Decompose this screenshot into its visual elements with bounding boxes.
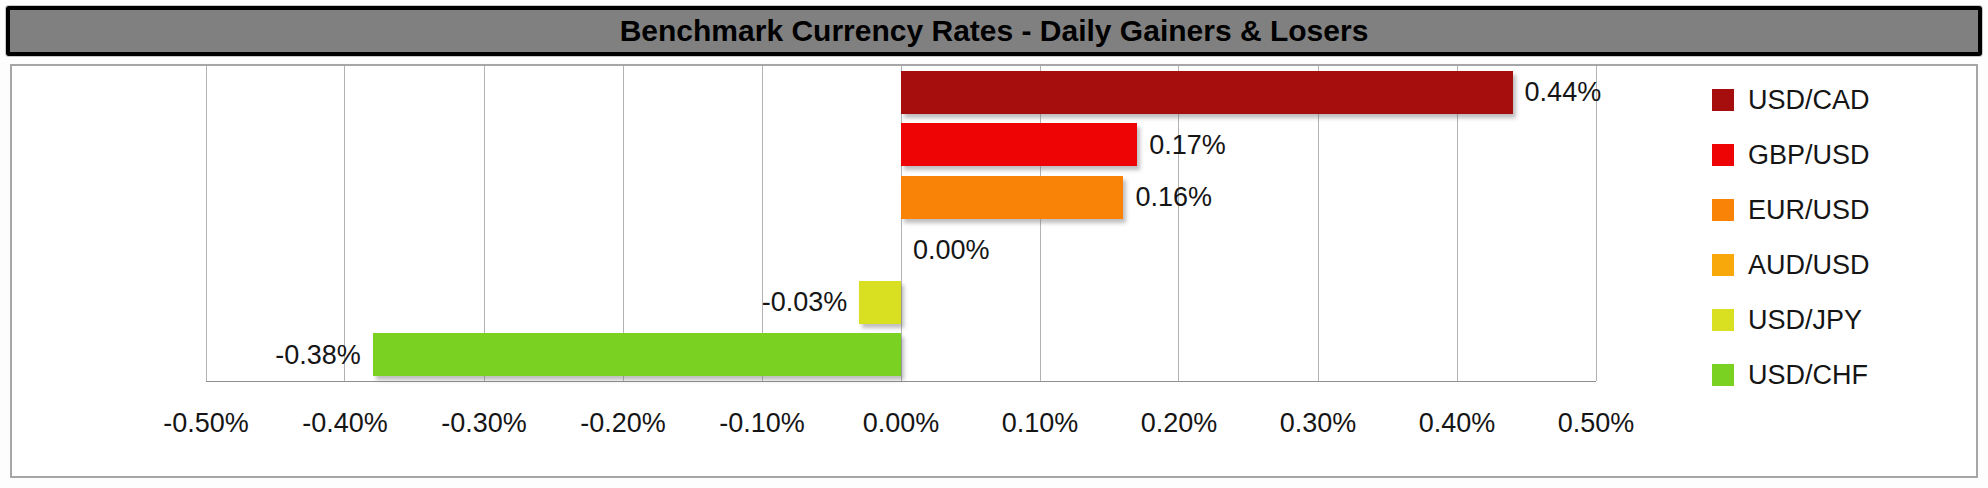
chart-bar-usd-cad — [901, 71, 1513, 114]
x-tick-label: -0.20% — [548, 408, 698, 439]
chart-title-bar: Benchmark Currency Rates - Daily Gainers… — [6, 6, 1982, 56]
legend-item-usd-cad: USD/CAD — [1712, 84, 1870, 116]
legend-item-eur-usd: EUR/USD — [1712, 194, 1870, 226]
legend-label: AUD/USD — [1748, 250, 1870, 281]
data-label-usd-jpy: -0.03% — [762, 286, 848, 319]
x-tick-label: 0.50% — [1521, 408, 1671, 439]
gridline — [344, 66, 345, 381]
data-label-gbp-usd: 0.17% — [1149, 129, 1226, 162]
legend-label: USD/JPY — [1748, 305, 1862, 336]
legend-swatch-icon — [1712, 309, 1734, 331]
chart-bar-usd-jpy — [859, 281, 901, 324]
x-axis-line — [206, 381, 1596, 382]
data-label-eur-usd: 0.16% — [1135, 181, 1212, 214]
chart-bar-usd-chf — [373, 333, 901, 376]
x-tick-label: -0.30% — [409, 408, 559, 439]
x-tick-label: 0.30% — [1243, 408, 1393, 439]
data-label-usd-chf: -0.38% — [275, 339, 361, 372]
data-label-aud-usd: 0.00% — [913, 234, 990, 267]
legend-item-gbp-usd: GBP/USD — [1712, 139, 1870, 171]
x-tick-label: 0.10% — [965, 408, 1115, 439]
chart-bar-eur-usd — [901, 176, 1123, 219]
x-tick-label: -0.10% — [687, 408, 837, 439]
legend-label: USD/CAD — [1748, 85, 1870, 116]
legend-swatch-icon — [1712, 199, 1734, 221]
currency-rates-chart: Benchmark Currency Rates - Daily Gainers… — [0, 0, 1988, 488]
legend-label: EUR/USD — [1748, 195, 1870, 226]
legend-swatch-icon — [1712, 89, 1734, 111]
legend-item-aud-usd: AUD/USD — [1712, 249, 1870, 281]
legend-item-usd-chf: USD/CHF — [1712, 359, 1870, 391]
plot-area: 0.44%0.17%0.16%0.00%-0.03%-0.38% — [206, 66, 1596, 382]
x-tick-label: -0.40% — [270, 408, 420, 439]
chart-body: 0.44%0.17%0.16%0.00%-0.03%-0.38% -0.50%-… — [10, 64, 1978, 478]
legend-label: USD/CHF — [1748, 360, 1868, 391]
legend-item-usd-jpy: USD/JPY — [1712, 304, 1870, 336]
x-tick-label: 0.40% — [1382, 408, 1532, 439]
gridline — [1596, 66, 1597, 381]
legend-swatch-icon — [1712, 364, 1734, 386]
chart-title: Benchmark Currency Rates - Daily Gainers… — [620, 14, 1369, 48]
x-tick-label: 0.00% — [826, 408, 976, 439]
legend-swatch-icon — [1712, 144, 1734, 166]
data-label-usd-cad: 0.44% — [1525, 76, 1602, 109]
gridline — [206, 66, 207, 381]
chart-bar-gbp-usd — [901, 123, 1137, 166]
x-tick-label: 0.20% — [1104, 408, 1254, 439]
legend-label: GBP/USD — [1748, 140, 1870, 171]
legend: USD/CAD GBP/USD EUR/USD AUD/USD USD/JPY USD/C… — [1712, 84, 1870, 391]
legend-swatch-icon — [1712, 254, 1734, 276]
x-tick-label: -0.50% — [131, 408, 281, 439]
